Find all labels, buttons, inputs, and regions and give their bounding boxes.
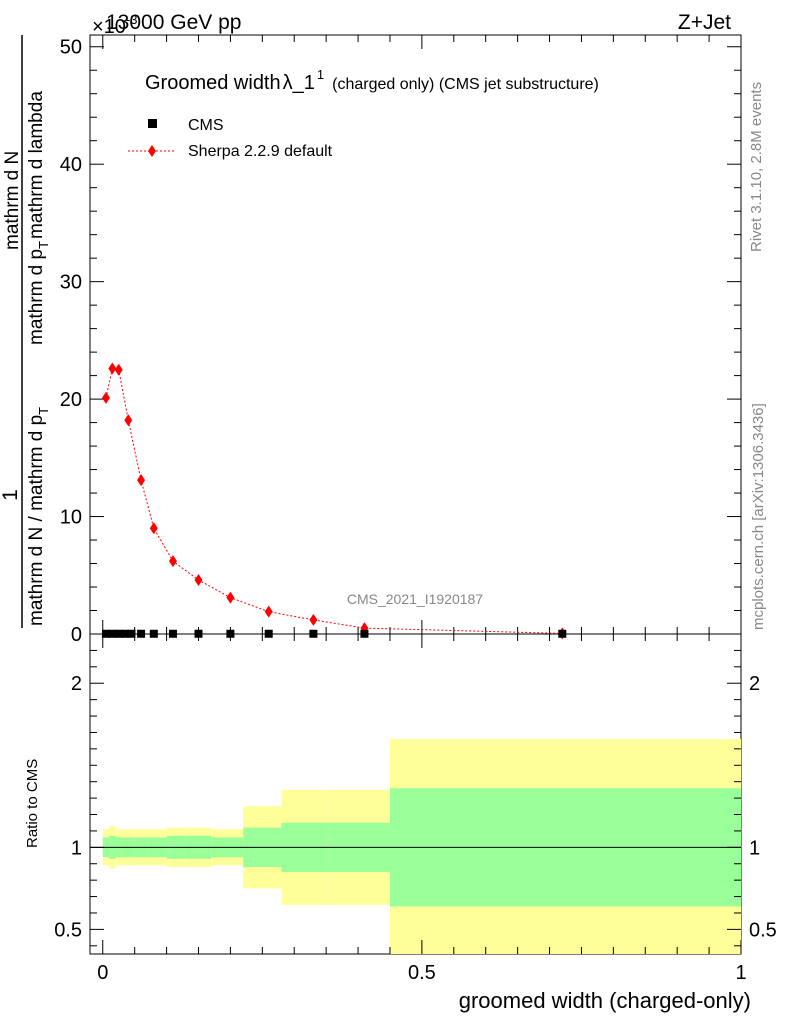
ratio-y-tick-label-right: 1 bbox=[749, 837, 760, 859]
cms-point bbox=[127, 629, 136, 638]
cms-point bbox=[114, 629, 123, 638]
cms-point bbox=[558, 629, 567, 638]
energy-label: 13000 GeV pp bbox=[106, 11, 241, 34]
sherpa-point bbox=[168, 555, 177, 568]
sherpa-line-path bbox=[105, 367, 563, 634]
main-y-tick-label: 20 bbox=[60, 389, 82, 411]
sherpa-point bbox=[114, 363, 123, 376]
legend-sherpa-marker bbox=[148, 145, 156, 157]
sherpa-point bbox=[101, 391, 110, 404]
main-y-tick-label: 50 bbox=[60, 37, 82, 59]
x-axis-label: groomed width (charged-only) bbox=[459, 988, 751, 1013]
cms-point bbox=[137, 629, 146, 638]
cms-point bbox=[264, 629, 273, 638]
sherpa-point bbox=[309, 613, 318, 626]
ratio-bands bbox=[102, 739, 741, 954]
legend-cms-marker bbox=[148, 119, 157, 128]
x-tick-label: 0 bbox=[97, 962, 108, 984]
main-axis-ticks: 0 10 20 30 40 50 bbox=[60, 37, 741, 646]
main-y-axis-label: 1 mathrm d N / mathrm d pT mathrm d N ma… bbox=[0, 35, 51, 628]
sherpa-point bbox=[124, 414, 133, 427]
sherpa-series-points bbox=[101, 362, 567, 640]
plot-title: Groomed width λ_1 1(charged only) (CMS jet… bbox=[145, 67, 599, 94]
svg-text:1: 1 bbox=[0, 489, 22, 501]
ratio-y-axis-label: Ratio to CMS bbox=[24, 759, 41, 848]
mcplots-credit-label: mcplots.cern.ch [arXiv:1306.3436] bbox=[750, 403, 767, 630]
ratio-y-tick-label-right: 2 bbox=[749, 673, 760, 695]
main-y-tick-label: 40 bbox=[60, 154, 82, 176]
cms-point bbox=[360, 629, 369, 638]
y-label-numerator: mathrm d pTmathrm d lambda bbox=[26, 91, 51, 345]
x-tick-label: 1 bbox=[735, 962, 746, 984]
legend-cms-label: CMS bbox=[188, 117, 224, 134]
cms-point bbox=[309, 629, 318, 638]
ratio-axis-ticks: 0.5 0.5 1 1 2 2 bbox=[54, 649, 777, 947]
cms-series-points bbox=[101, 629, 567, 638]
rivet-version-label: Rivet 3.1.10, 2.8M events bbox=[748, 82, 765, 252]
main-y-tick-label: 10 bbox=[60, 507, 82, 529]
svg-text:mathrm d N: mathrm d N bbox=[2, 151, 23, 250]
analysis-watermark: CMS_2021_I1920187 bbox=[347, 591, 483, 607]
main-y-tick-label: 30 bbox=[60, 272, 82, 294]
process-label: Z+Jet bbox=[678, 11, 731, 34]
sherpa-point bbox=[194, 573, 203, 586]
x-axis-ticks: 0 0.5 1 bbox=[97, 35, 747, 984]
ratio-y-tick-label: 2 bbox=[71, 673, 82, 695]
sherpa-point bbox=[226, 591, 235, 604]
y-label-denominator: mathrm d N / mathrm d pT bbox=[26, 407, 51, 626]
main-y-tick-label: 0 bbox=[71, 624, 82, 646]
sherpa-point bbox=[137, 474, 146, 487]
sherpa-point bbox=[108, 362, 117, 375]
sherpa-series-line bbox=[105, 367, 563, 634]
cms-point bbox=[121, 629, 130, 638]
ratio-y-tick-label: 0.5 bbox=[54, 919, 82, 941]
cms-point bbox=[101, 629, 110, 638]
sherpa-point bbox=[149, 522, 158, 535]
ratio-y-tick-label-right: 0.5 bbox=[749, 919, 777, 941]
sherpa-point bbox=[264, 605, 273, 618]
cms-point bbox=[168, 629, 177, 638]
cms-point bbox=[226, 629, 235, 638]
x-tick-label: 0.5 bbox=[408, 962, 436, 984]
cms-point bbox=[149, 629, 158, 638]
ratio-y-tick-label: 1 bbox=[71, 837, 82, 859]
multiplier-label: ×10-3 bbox=[92, 12, 138, 38]
legend-sherpa-label: Sherpa 2.2.9 default bbox=[188, 143, 333, 160]
cms-point bbox=[108, 629, 117, 638]
cms-point bbox=[194, 629, 203, 638]
